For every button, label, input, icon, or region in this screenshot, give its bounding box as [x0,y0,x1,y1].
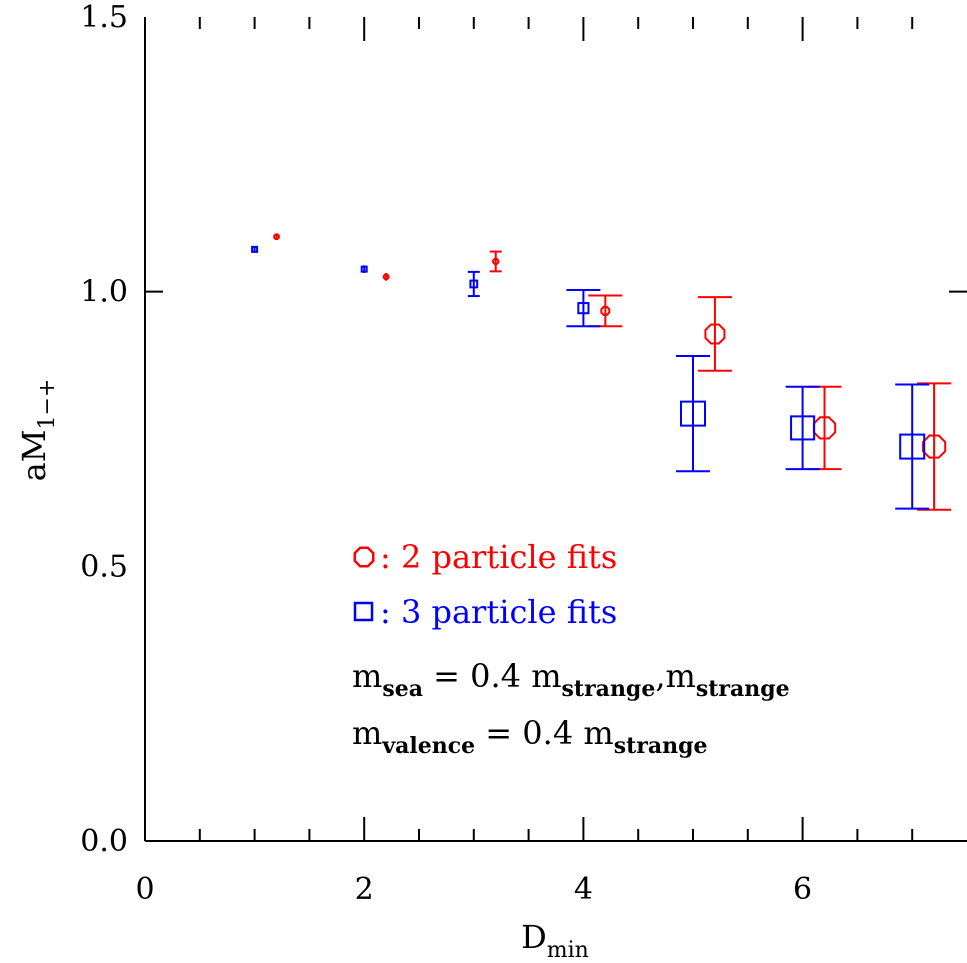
x-axis-label-main: D [521,918,547,956]
note-subscript: sea [382,676,423,702]
legend: : 2 particle fits : 3 particle fits [353,538,617,631]
note-subscript: strange [614,733,708,759]
plot-frame [144,17,967,842]
y-axis-label-main: aM [15,430,53,482]
note-text-part: m [352,714,382,752]
square-marker [577,302,590,315]
series-2 [251,245,930,510]
note-subscript: strange [696,676,790,702]
square-marker [360,265,368,273]
data-point [382,272,390,281]
data-point [251,245,259,253]
series-1 [273,233,952,511]
octagon-marker [600,305,611,316]
data-marks [251,233,952,511]
legend-square-icon [353,601,374,622]
note-line: msea = 0.4 mstrange,mstrange [352,657,790,702]
y-tick-label: 0.5 [80,549,128,584]
note-line: mvalence = 0.4 mstrange [352,714,707,759]
data-point [273,233,280,241]
legend-label: : 3 particle fits [380,593,617,631]
legend-octagon-icon [353,546,375,568]
data-point [467,270,480,298]
y-tick-label: 0.0 [80,824,128,859]
octagon-marker [922,434,947,459]
note-text-part: ,m [655,657,696,695]
note-text-part: m [352,657,382,695]
octagon-marker [492,257,500,266]
data-point [676,354,710,473]
y-tick-label: 1.5 [80,0,128,35]
data-point [697,296,732,372]
x-tick-label: 6 [793,872,812,907]
legend-label: : 2 particle fits [380,538,617,576]
data-point [489,250,502,273]
data-point [360,265,368,273]
x-axis-label: Dmin [521,918,589,963]
square-marker [790,415,816,441]
x-axis-label-sub: min [547,938,589,963]
note-text-part: = 0.4 m [475,714,614,752]
note-subscript: valence [381,733,475,759]
square-marker [469,279,479,289]
octagon-marker [382,273,390,281]
y-tick-label: 1.0 [80,275,128,310]
data-point [566,289,601,328]
data-point [917,382,952,511]
data-point [895,383,930,510]
octagon-marker [704,323,726,345]
note-subscript: strange [562,676,656,702]
data-point [588,294,623,328]
square-marker [680,400,706,427]
y-axis-label-sub: 1−+ [35,379,60,430]
square-marker [251,245,259,253]
data-point [807,385,842,471]
x-tick-label: 0 [135,872,154,907]
square-marker [899,433,926,460]
y-axis-label: aM1−+ [15,379,60,482]
note-text-part: = 0.4 m [423,657,562,695]
x-tick-label: 2 [355,872,374,907]
octagon-marker [273,233,280,241]
x-tick-label: 4 [574,872,593,907]
data-point [785,385,820,471]
axis-ticks [145,17,967,841]
axis-tick-labels: 0 2 4 6 0.0 0.5 1.0 1.5 [80,0,812,907]
